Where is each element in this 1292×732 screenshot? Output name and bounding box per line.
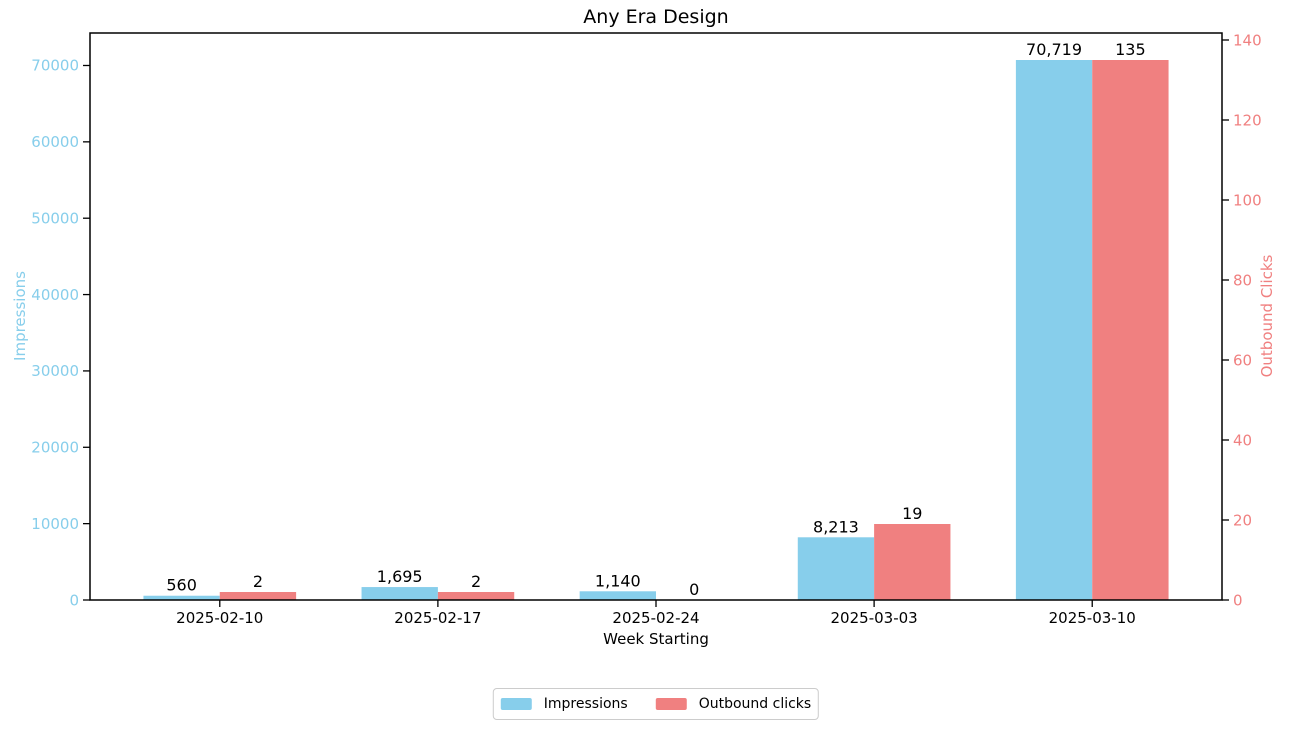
x-axis-label: Week Starting	[603, 630, 709, 648]
y-tick-label-left: 20000	[31, 439, 79, 457]
legend-label-impressions: Impressions	[543, 696, 628, 712]
y-tick-label-left: 10000	[31, 515, 79, 533]
bar-impressions	[143, 595, 220, 600]
x-tick-label: 2025-02-10	[176, 609, 263, 627]
legend-label-outbound-clicks: Outbound clicks	[698, 696, 812, 712]
y-tick-label-left: 70000	[31, 57, 79, 75]
bar-value-label-outbound-clicks: 2	[471, 572, 481, 591]
bar-outbound-clicks	[219, 592, 297, 600]
plot-border	[89, 32, 1223, 601]
x-tick-label: 2025-02-24	[612, 609, 699, 627]
x-tick-label: 2025-03-10	[1049, 609, 1136, 627]
bar-impressions	[1015, 60, 1093, 600]
legend-item-impressions: Impressions	[500, 696, 628, 712]
bar-value-label-outbound-clicks: 19	[902, 504, 922, 523]
legend-item-outbound-clicks: Outbound clicks	[655, 696, 812, 712]
y-tick-label-right: 100	[1233, 191, 1262, 209]
legend: Impressions Outbound clicks	[492, 688, 820, 720]
bar-outbound-clicks	[874, 524, 951, 600]
legend-swatch-outbound-clicks	[655, 698, 687, 710]
bar-impressions	[361, 587, 438, 600]
bar-value-label-impressions: 8,213	[813, 517, 859, 536]
legend-swatch-impressions	[500, 698, 532, 710]
bar-impressions	[797, 537, 875, 600]
x-tick-label: 2025-03-03	[831, 609, 918, 627]
y-tick-label-right: 80	[1233, 271, 1252, 289]
bar-value-label-outbound-clicks: 2	[253, 572, 263, 591]
bar-value-label-outbound-clicks: 0	[689, 580, 699, 599]
y-tick-label-left: 40000	[31, 286, 79, 304]
y-tick-label-right: 120	[1233, 111, 1262, 129]
y-tick-label-left: 30000	[31, 362, 79, 380]
y-tick-label-left: 60000	[31, 133, 79, 151]
bar-impressions	[579, 591, 656, 600]
bar-value-label-impressions: 70,719	[1026, 40, 1082, 59]
bar-value-label-impressions: 560	[166, 576, 197, 595]
y-tick-label-right: 140	[1233, 31, 1262, 49]
bar-outbound-clicks	[1092, 60, 1169, 600]
bar-value-label-impressions: 1,695	[377, 567, 423, 586]
bar-outbound-clicks	[437, 592, 515, 600]
y-tick-label-left: 50000	[31, 209, 79, 227]
y-tick-label-right: 60	[1233, 351, 1252, 369]
y-tick-label-right: 40	[1233, 431, 1252, 449]
y-tick-label-right: 0	[1233, 591, 1243, 609]
bar-value-label-impressions: 1,140	[595, 571, 641, 590]
x-tick-label: 2025-02-17	[394, 609, 481, 627]
chart-title: Any Era Design	[583, 6, 729, 28]
y-tick-label-left: 0	[69, 591, 79, 609]
y-tick-label-right: 20	[1233, 511, 1252, 529]
bar-value-label-outbound-clicks: 135	[1115, 40, 1146, 59]
